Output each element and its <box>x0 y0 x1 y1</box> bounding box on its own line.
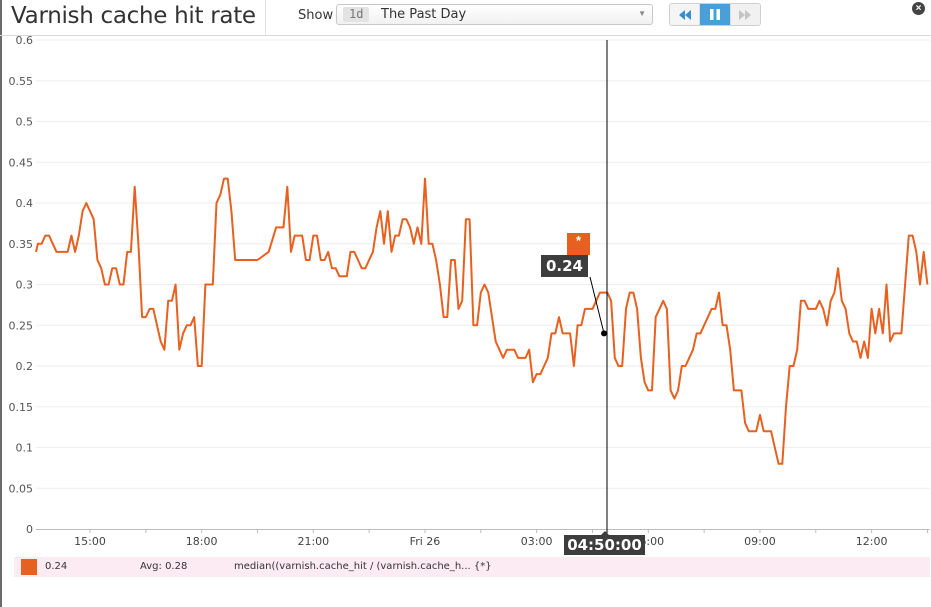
legend-average: Avg: 0.28 <box>140 561 188 572</box>
timeframe-label: The Past Day <box>381 7 467 22</box>
y-tick-label: 0.45 <box>9 156 34 169</box>
close-icon: × <box>915 3 922 14</box>
y-tick-label: 0.2 <box>16 360 34 373</box>
y-tick-label: 0.3 <box>16 279 34 292</box>
y-tick-label: 0.35 <box>9 238 34 251</box>
pause-icon <box>709 9 720 20</box>
show-label: Show <box>298 8 334 23</box>
legend-query: median((varnish.cache_hit / (varnish.cac… <box>234 561 492 572</box>
legend-color-swatch <box>21 559 37 575</box>
widget-title: Varnish cache hit rate <box>11 3 256 29</box>
y-tick-label: 0.6 <box>16 34 34 47</box>
y-tick-label: 0.1 <box>16 442 34 455</box>
pause-button[interactable] <box>700 4 730 25</box>
x-tick-label: 21:00 <box>297 535 329 548</box>
widget-header: Varnish cache hit rate Show 1d The Past … <box>0 0 931 36</box>
panel-left-border <box>0 0 2 607</box>
line-chart[interactable]: 0 0.05 0.1 0.15 0.2 0.25 0.3 0.35 0.4 0.45 0.5 0.55… <box>0 0 931 560</box>
y-tick-label: 0.15 <box>9 401 34 414</box>
x-tick-label: 12:00 <box>856 535 888 548</box>
timeframe-badge: 1d <box>343 7 370 22</box>
series-line <box>35 177 929 465</box>
fast-forward-icon <box>739 9 752 20</box>
y-tick-label: 0.4 <box>16 197 34 210</box>
header-divider <box>265 0 266 35</box>
fast-forward-button[interactable] <box>729 4 760 25</box>
tooltip-connector <box>589 276 605 334</box>
x-tick-label: 09:00 <box>744 535 776 548</box>
x-tick-label: 18:00 <box>186 535 218 548</box>
y-tick-label: 0.05 <box>9 482 34 495</box>
close-button[interactable]: × <box>912 2 925 15</box>
legend-current-value: 0.24 <box>45 561 68 572</box>
y-tick-label: 0 <box>26 523 33 536</box>
timeframe-select[interactable]: 1d The Past Day ▼ <box>336 4 653 25</box>
x-tick-label: Fri 26 <box>410 535 441 548</box>
x-tick-label: 15:00 <box>74 535 106 548</box>
y-tick-label: 0.55 <box>9 75 34 88</box>
y-tick-label: 0.25 <box>9 319 34 332</box>
rewind-icon <box>678 9 691 20</box>
rewind-button[interactable] <box>670 4 701 25</box>
cursor-time-label: 04:50:00 <box>564 531 645 555</box>
y-tick-label: 0.5 <box>16 116 34 129</box>
cursor-point <box>601 330 607 337</box>
playback-controls <box>669 3 761 26</box>
dropdown-arrow-icon: ▼ <box>638 9 646 18</box>
legend-row[interactable]: 0.24 Avg: 0.28 median((varnish.cache_hit… <box>14 557 930 577</box>
tooltip-series-marker: * <box>567 233 590 255</box>
x-tick-label: 03:00 <box>521 535 553 548</box>
tooltip-value: 0.24 <box>541 255 588 277</box>
